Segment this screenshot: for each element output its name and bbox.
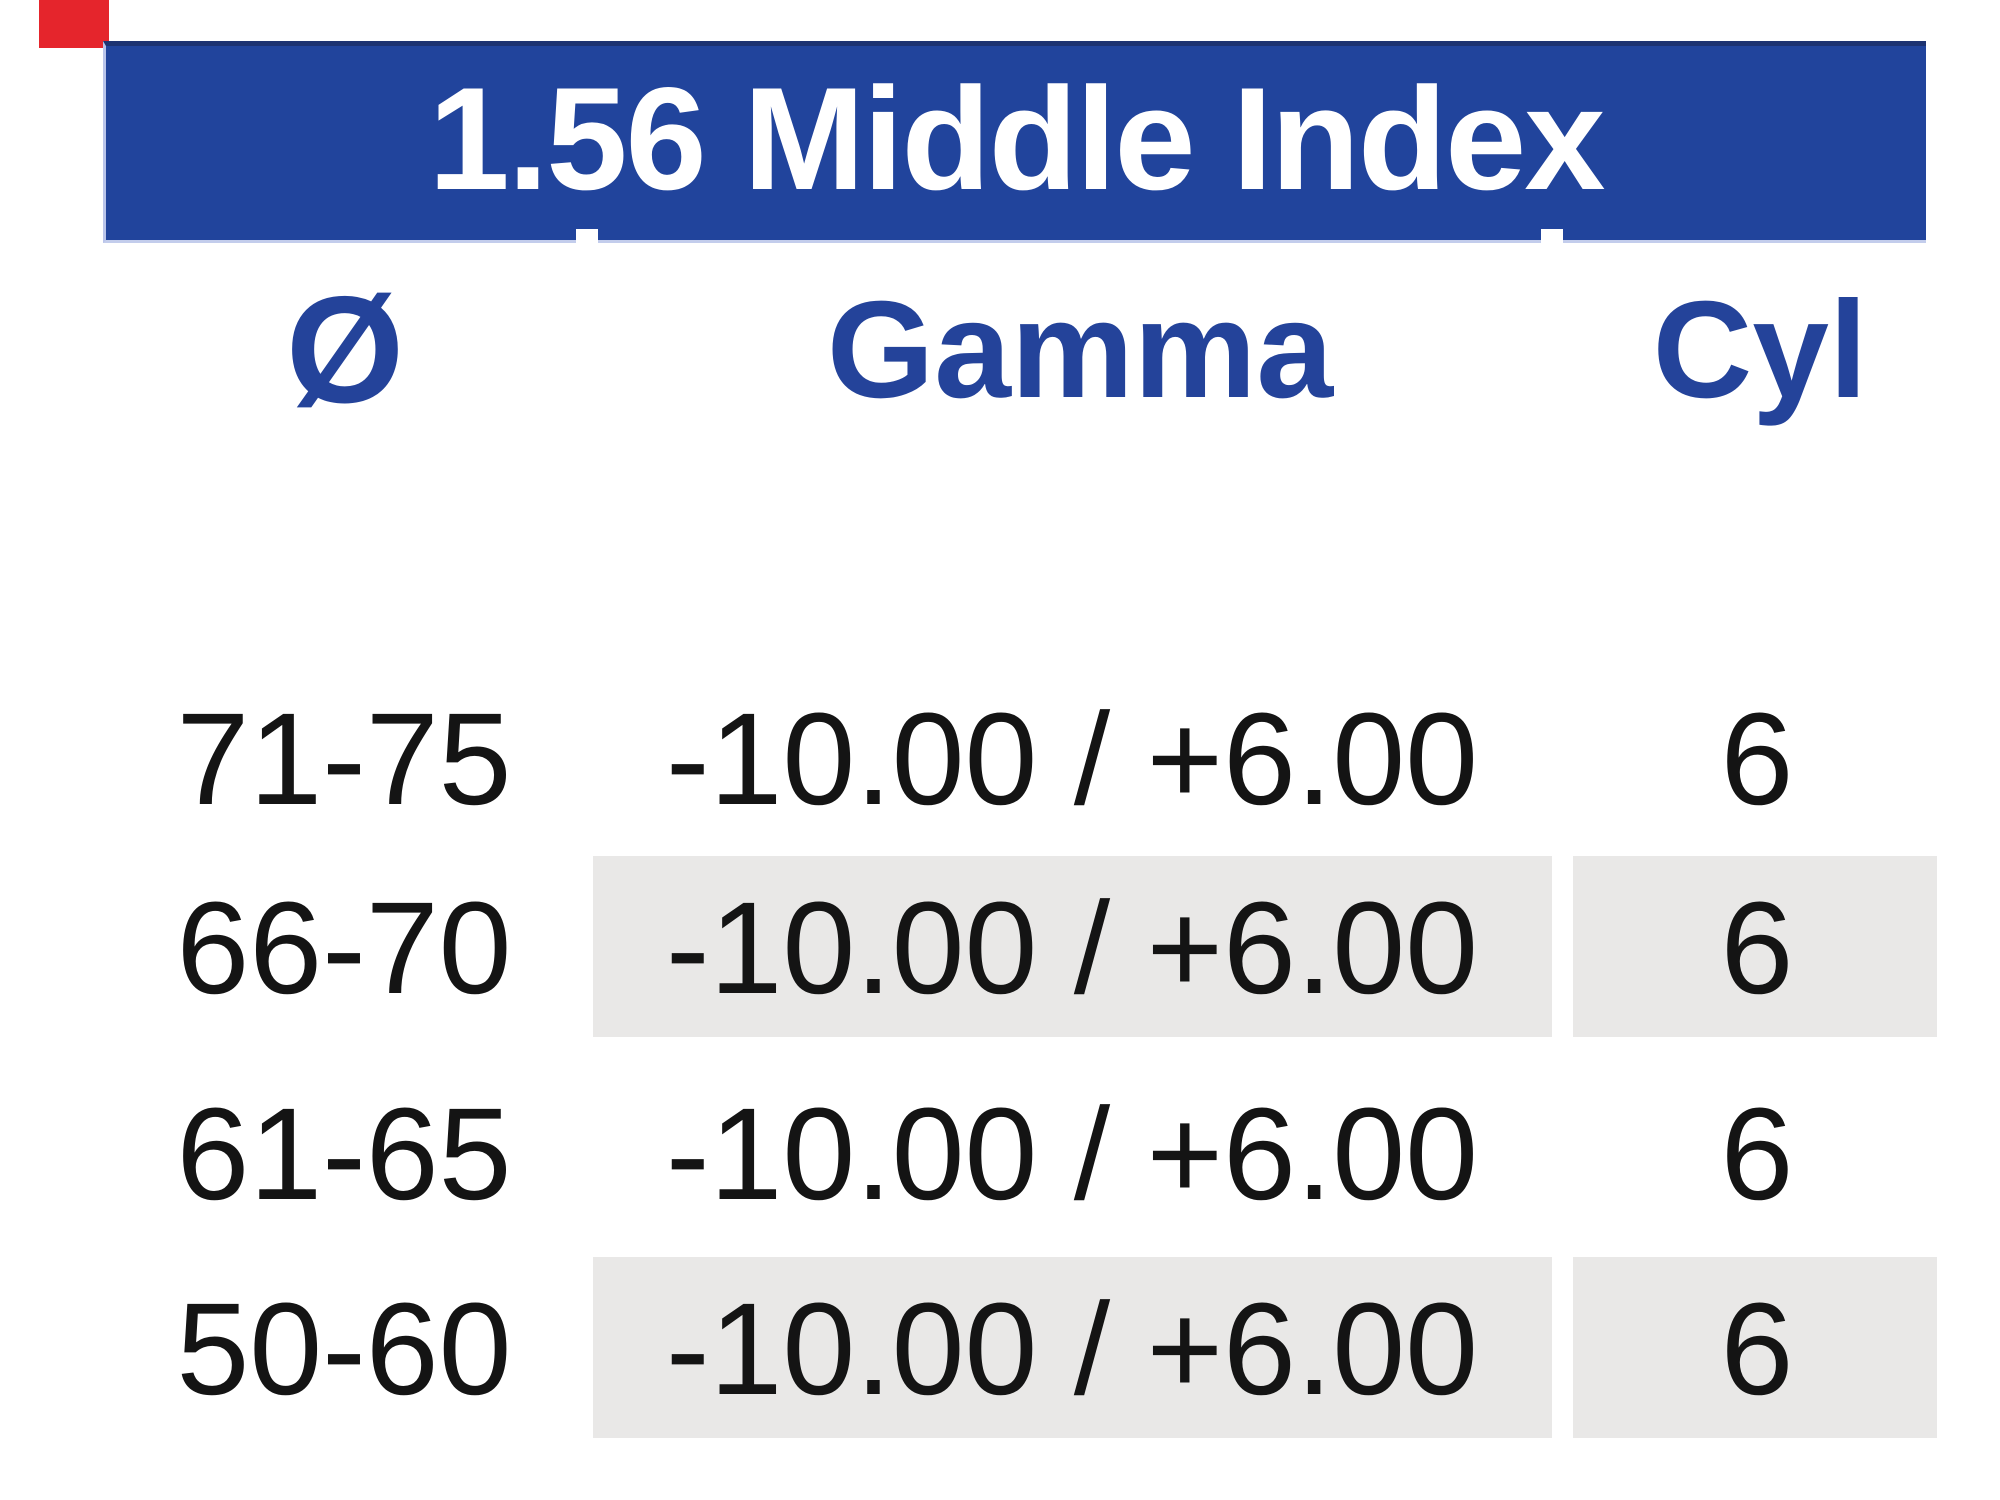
row-shade-cyl [1573, 1257, 1937, 1438]
table-title-bar: 1.56 Middle Index [103, 41, 1926, 243]
gamma-range-cell: -10.00 / +6.00 [665, 1274, 1479, 1422]
column-header-cyl: Cyl [1652, 273, 1868, 427]
scan-artifact-notch [1541, 229, 1563, 243]
diameter-cell: 61-65 [176, 1079, 512, 1227]
scan-artifact-red-mark [39, 0, 109, 48]
cyl-cell: 6 [1720, 1079, 1794, 1227]
gamma-range-cell: -10.00 / +6.00 [665, 1079, 1479, 1227]
cyl-cell: 6 [1720, 1274, 1794, 1422]
column-header-gamma: Gamma [826, 273, 1334, 427]
diameter-cell: 50-60 [176, 1274, 512, 1422]
row-shade-gamma [593, 1257, 1552, 1438]
cyl-cell: 6 [1720, 684, 1794, 832]
row-shade-gamma [593, 856, 1552, 1037]
diameter-cell: 66-70 [176, 873, 512, 1021]
column-header-diameter: Ø [285, 265, 405, 435]
cyl-cell: 6 [1720, 873, 1794, 1021]
gamma-range-cell: -10.00 / +6.00 [665, 684, 1479, 832]
scan-artifact-notch [576, 229, 598, 243]
table-title: 1.56 Middle Index [428, 57, 1606, 220]
gamma-range-cell: -10.00 / +6.00 [665, 873, 1479, 1021]
row-shade-cyl [1573, 856, 1937, 1037]
diameter-cell: 71-75 [176, 684, 512, 832]
